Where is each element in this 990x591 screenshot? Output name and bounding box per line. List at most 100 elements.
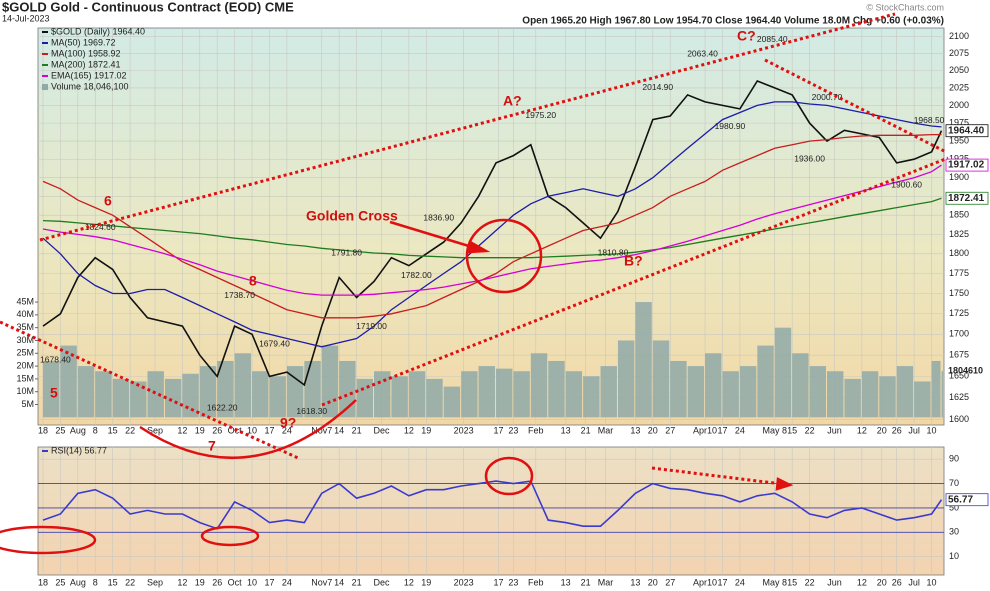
x-tick-label: 19 xyxy=(195,425,205,435)
x-tick-label: 10 xyxy=(927,577,937,587)
x-tick-label: 23 xyxy=(508,425,518,435)
x-tick-label: 18 xyxy=(38,577,48,587)
price-label: 2014.90 xyxy=(642,82,673,92)
wave-label: 7 xyxy=(208,438,216,454)
x-tick-label: 24 xyxy=(735,425,745,435)
legend-label: RSI(14) 56.77 xyxy=(51,445,107,455)
x-tick-label: 13 xyxy=(561,577,571,587)
x-tick-label: Oct xyxy=(228,577,243,587)
volume-bar xyxy=(844,378,861,418)
x-tick-label: 8 xyxy=(93,425,98,435)
volume-bar xyxy=(130,381,147,418)
value-tag: 56.77 xyxy=(948,494,973,505)
volume-tick-label: 35M xyxy=(16,322,34,332)
x-tick-label: Sep xyxy=(147,577,163,587)
volume-bar xyxy=(914,381,931,418)
y-tick-label: 90 xyxy=(949,454,959,464)
x-tick-label: 14 xyxy=(334,425,344,435)
x-tick-label: 26 xyxy=(892,577,902,587)
legend-label: MA(200) 1872.41 xyxy=(51,59,121,69)
x-tick-label: 21 xyxy=(352,577,362,587)
plot-area xyxy=(37,446,945,576)
volume-bar xyxy=(234,353,252,418)
volume-bar xyxy=(42,360,60,418)
y-tick-label: 1950 xyxy=(949,135,969,145)
volume-bar xyxy=(722,371,739,418)
x-tick-label: 17 xyxy=(493,425,503,435)
y-tick-label: 2075 xyxy=(949,48,969,58)
x-tick-label: May 8 xyxy=(762,577,787,587)
x-tick-label: 22 xyxy=(805,425,815,435)
x-tick-label: Sep xyxy=(147,425,163,435)
y-tick-label: 70 xyxy=(949,478,959,488)
volume-tick-label: 30M xyxy=(16,335,34,345)
y-tick-label: 1675 xyxy=(949,350,969,360)
volume-bar xyxy=(95,371,112,418)
x-tick-label: 14 xyxy=(334,577,344,587)
wave-label: C? xyxy=(737,28,756,44)
volume-bar xyxy=(600,366,617,418)
volume-bar xyxy=(827,371,844,418)
series-line xyxy=(42,480,943,530)
x-tick-label: May 8 xyxy=(762,425,787,435)
x-tick-label: 12 xyxy=(404,577,414,587)
value-tag-box xyxy=(945,191,989,205)
volume-bar xyxy=(896,366,914,418)
volume-bar xyxy=(652,340,670,418)
x-tick-label: 27 xyxy=(665,577,675,587)
y-tick-label: 1700 xyxy=(949,329,969,339)
x-tick-label: 24 xyxy=(282,425,292,435)
x-tick-label: 10 xyxy=(247,425,257,435)
volume-bar xyxy=(635,302,652,418)
y-tick-label: 1750 xyxy=(949,288,969,298)
price-label: 1782.00 xyxy=(401,270,432,280)
x-tick-label: 20 xyxy=(648,425,658,435)
volume-bar xyxy=(861,371,879,418)
x-tick-label: 20 xyxy=(648,577,658,587)
price-label: 1810.80 xyxy=(598,248,629,258)
x-tick-label: Nov7 xyxy=(311,577,332,587)
x-tick-label: 17 xyxy=(717,577,727,587)
volume-bar xyxy=(617,340,635,418)
x-tick-label: Jun xyxy=(827,577,842,587)
price-label: 1968.50 xyxy=(914,115,945,125)
volume-bar xyxy=(269,376,286,418)
legend-swatch xyxy=(42,84,48,90)
volume-bar xyxy=(217,360,234,418)
volume-bar xyxy=(356,378,374,418)
volume-bar xyxy=(583,376,600,418)
price-label: 2000.70 xyxy=(812,92,843,102)
x-tick-label: Feb xyxy=(528,425,544,435)
y-tick-label: 2050 xyxy=(949,65,969,75)
price-label: 1622.20 xyxy=(207,403,238,413)
value-tag: 1964.40 xyxy=(948,125,985,136)
y-tick-label: 50 xyxy=(949,502,959,512)
x-tick-label: Aug xyxy=(70,577,86,587)
volume-bar xyxy=(443,386,461,418)
y-tick-label: 1850 xyxy=(949,210,969,220)
x-tick-label: 21 xyxy=(581,425,591,435)
x-tick-label: Dec xyxy=(373,425,390,435)
price-label: 1975.20 xyxy=(525,110,556,120)
x-tick-label: Apr10 xyxy=(693,425,717,435)
volume-bar xyxy=(391,376,408,418)
x-tick-label: 23 xyxy=(508,577,518,587)
y-tick-label: 1900 xyxy=(949,172,969,182)
x-tick-label: 19 xyxy=(195,577,205,587)
y-tick-label: 30 xyxy=(949,527,959,537)
chart-date: 14-Jul-2023 xyxy=(2,13,50,23)
x-tick-label: 17 xyxy=(717,425,727,435)
price-label: 1679.40 xyxy=(259,339,290,349)
x-tick-label: 10 xyxy=(247,577,257,587)
x-tick-label: 22 xyxy=(805,577,815,587)
y-tick-label: 2000 xyxy=(949,100,969,110)
volume-bar xyxy=(408,371,426,418)
volume-bar xyxy=(530,353,548,418)
x-tick-label: 22 xyxy=(125,577,135,587)
y-tick-label: 2100 xyxy=(949,31,969,41)
x-tick-label: Mar xyxy=(598,577,614,587)
x-tick-label: 2023 xyxy=(454,425,474,435)
volume-tick-label: 20M xyxy=(16,360,34,370)
volume-bar xyxy=(478,366,495,418)
